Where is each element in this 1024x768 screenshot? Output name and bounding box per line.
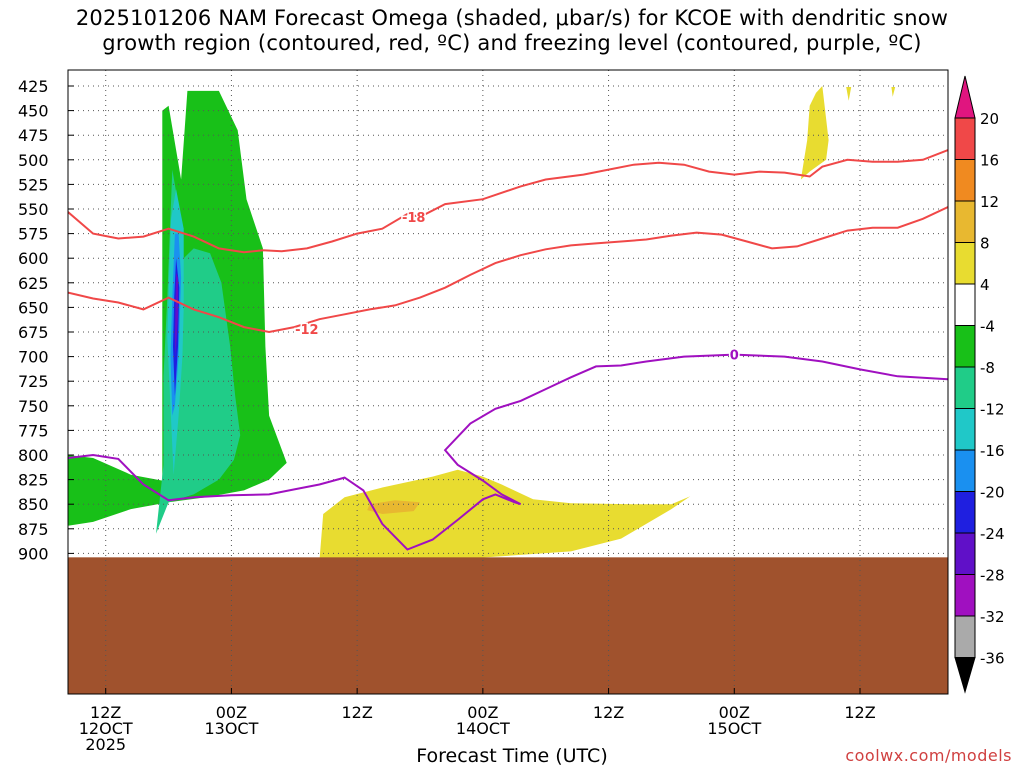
y-tick-label-15: 800: [18, 446, 49, 465]
x-tick-label-0-0: 12Z: [90, 703, 121, 722]
colorbar-segment-6: [954, 325, 976, 368]
credit-text[interactable]: coolwx.com/models: [845, 746, 1012, 765]
plot-frame: [67, 69, 949, 695]
y-tick-label-13: 750: [18, 397, 49, 416]
y-tick-label-7: 600: [18, 249, 49, 268]
colorbar-label-11: -28: [980, 567, 1005, 585]
colorbar-segment-11: [954, 532, 976, 575]
colorbar-segment-7: [954, 366, 976, 409]
ground-strip: [68, 557, 948, 694]
y-tick-label-12: 725: [18, 372, 49, 391]
contour-line-13: [68, 353, 948, 551]
y-tick-label-9: 650: [18, 298, 49, 317]
colorbar-segment-12: [954, 574, 976, 617]
colorbar-segment-13: [954, 615, 976, 658]
x-tick-label-0-2: 2025: [85, 735, 126, 754]
y-tick-label-19: 900: [18, 544, 49, 563]
y-tick-label-10: 675: [18, 323, 49, 342]
y-tick-label-11: 700: [18, 348, 49, 367]
x-tick-label-0-1: 12OCT: [79, 719, 133, 738]
contour-label-13: 0: [730, 349, 739, 364]
y-tick-label-0: 425: [18, 77, 49, 96]
colorbar-label-7: -12: [980, 401, 1005, 419]
x-tick-label-3-0: 00Z: [467, 703, 498, 722]
plot-area: -18 -12 0: [68, 70, 948, 694]
colorbar-segment-9: [954, 449, 976, 492]
contour-line-11: [68, 149, 948, 254]
colorbar-label-5: -4: [980, 318, 995, 336]
colorbar-label-4: 4: [980, 276, 990, 294]
colorbar-label-13: -36: [980, 650, 1005, 668]
colorbar-label-2: 12: [980, 193, 999, 211]
x-tick-label-3-1: 14OCT: [456, 719, 510, 738]
colorbar-label-9: -20: [980, 484, 1005, 502]
contour-label-11: -18: [402, 211, 426, 226]
colorbar-label-8: -16: [980, 442, 1005, 460]
x-tick-label-5-1: 15OCT: [707, 719, 761, 738]
y-tick-label-1: 450: [18, 102, 49, 121]
y-tick-label-17: 850: [18, 495, 49, 514]
y-tick-label-16: 825: [18, 471, 49, 490]
omega-shade-10: [367, 500, 420, 514]
omega-shade-6: [319, 469, 691, 562]
x-tick-label-1-0: 00Z: [216, 703, 247, 722]
colorbar-segment-2: [954, 159, 976, 202]
x-tick-label-2-0: 12Z: [341, 703, 372, 722]
y-tick-label-14: 775: [18, 421, 49, 440]
omega-shade-7: [800, 86, 829, 180]
chart-title-line-1: 2025101206 NAM Forecast Omega (shaded, μ…: [75, 6, 949, 30]
y-tick-label-5: 550: [18, 200, 49, 219]
x-tick-label-1-1: 13OCT: [204, 719, 258, 738]
colorbar-segment-5: [954, 283, 976, 326]
x-axis-label: Forecast Time (UTC): [416, 745, 608, 767]
colorbar-label-0: 20: [980, 110, 999, 128]
y-tick-label-4: 525: [18, 175, 49, 194]
contour-label-12: -12: [295, 323, 319, 338]
y-tick-label-8: 625: [18, 274, 49, 293]
colorbar-segment-4: [954, 242, 976, 285]
colorbar-segment-3: [954, 200, 976, 243]
colorbar-segment-8: [954, 408, 976, 451]
colorbar-top-triangle: [954, 75, 976, 119]
colorbar-label-12: -32: [980, 608, 1005, 626]
y-tick-label-2: 475: [18, 126, 49, 145]
colorbar-label-6: -8: [980, 359, 995, 377]
omega-shade-5: [174, 273, 178, 357]
omega-shade-8: [846, 87, 852, 101]
y-tick-label-18: 875: [18, 520, 49, 539]
colorbar-bottom-triangle: [954, 657, 976, 694]
x-tick-label-5-0: 00Z: [719, 703, 750, 722]
colorbar-segment-1: [954, 117, 976, 160]
colorbar-label-3: 8: [980, 235, 990, 253]
y-tick-label-3: 500: [18, 151, 49, 170]
colorbar-label-1: 16: [980, 152, 999, 170]
colorbar-label-10: -24: [980, 525, 1005, 543]
chart-title-line-2: growth region (contoured, red, ºC) and f…: [102, 31, 922, 55]
omega-shade-9: [891, 87, 896, 97]
y-tick-label-6: 575: [18, 225, 49, 244]
contour-line-12: [68, 206, 948, 334]
x-tick-label-4-0: 12Z: [593, 703, 624, 722]
colorbar-segment-10: [954, 491, 976, 534]
x-tick-label-6-0: 12Z: [844, 703, 875, 722]
